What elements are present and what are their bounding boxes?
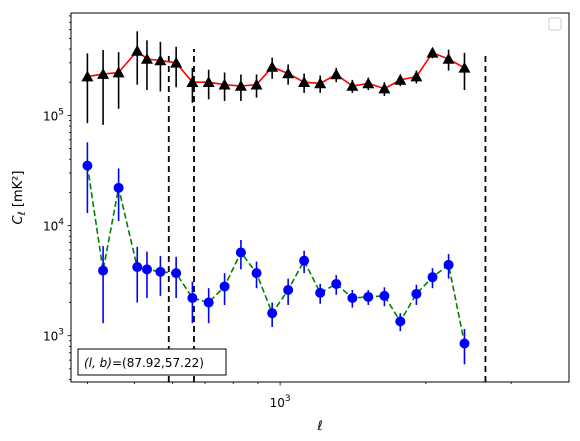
series-2-marker [363, 291, 374, 302]
series-2-marker [443, 259, 454, 270]
series-1-marker [282, 67, 295, 79]
series-2-marker [251, 268, 262, 279]
series-2-marker [299, 255, 310, 266]
series-2-marker [132, 262, 143, 273]
series-1-marker [202, 76, 215, 88]
y-axis-label: Cℓ [mK²] [11, 171, 28, 225]
x-axis-label: ℓ [316, 419, 322, 434]
series-1-marker [394, 73, 407, 85]
series-2-marker [411, 288, 422, 299]
series-1-marker [81, 70, 94, 82]
annotation-box [77, 348, 227, 376]
series-1-marker [170, 56, 183, 68]
series-2-marker [141, 264, 152, 275]
series-1-marker [250, 78, 263, 90]
annotation: (l, b)=(87.92,57.22) [77, 348, 227, 376]
series-1-marker [330, 68, 343, 80]
series-2-marker [171, 268, 182, 279]
series-1-marker [234, 79, 247, 91]
series-2-marker [203, 297, 214, 308]
annotation-text: (l, b)=(87.92,57.22) [84, 356, 204, 370]
series-1-marker [131, 44, 144, 56]
series-2-marker [315, 287, 326, 298]
series-1-marker [112, 66, 125, 78]
series-2-marker [235, 247, 246, 258]
series-2-marker [113, 182, 124, 193]
plot-layer [81, 31, 487, 382]
legend-box [548, 17, 562, 31]
series-2-marker [331, 278, 342, 289]
series-1-marker [218, 78, 231, 90]
series-1-marker [442, 52, 455, 64]
series-2-marker [427, 272, 438, 283]
series-2-marker [267, 308, 278, 319]
series-1-marker [314, 77, 327, 89]
series-1-marker [97, 68, 110, 79]
series-1-marker [410, 70, 423, 82]
series-2-marker [82, 160, 93, 171]
series-2-marker [187, 292, 198, 303]
series-2-marker [219, 281, 230, 292]
series-1-marker [362, 77, 375, 89]
series-2-marker [155, 266, 166, 277]
series-1-marker [186, 76, 199, 88]
plot-area [70, 12, 570, 383]
series-1-marker [458, 61, 471, 73]
series-2-marker [347, 292, 358, 303]
series-1-marker [140, 52, 153, 64]
series-1-marker [154, 54, 167, 66]
series-2-marker [395, 316, 406, 327]
series-1-marker [266, 60, 279, 72]
series-2-marker [98, 265, 109, 276]
series-2-marker [459, 338, 470, 349]
series-2-marker [283, 284, 294, 295]
series-1-marker [298, 76, 311, 88]
series-1-marker [426, 46, 439, 58]
series-1-marker [378, 82, 391, 94]
series-1-marker [346, 79, 359, 91]
series-2-marker [379, 290, 390, 301]
